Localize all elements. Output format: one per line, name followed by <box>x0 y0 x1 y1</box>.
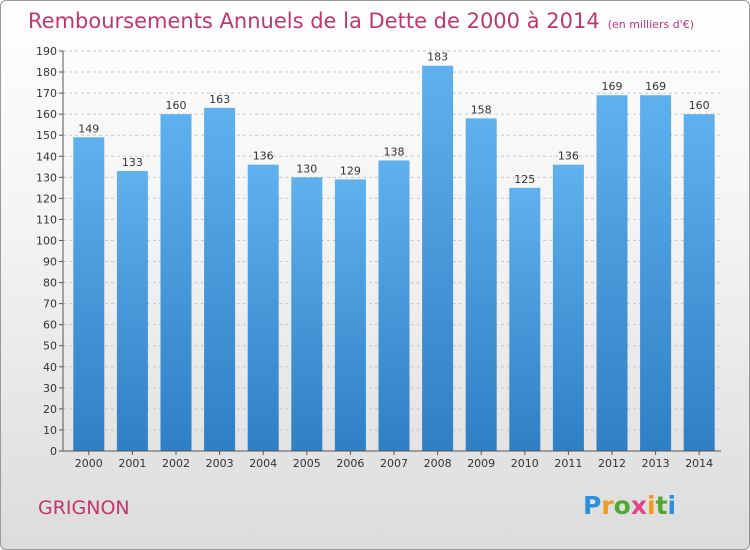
bar-2011 <box>552 164 584 451</box>
value-label-2002: 160 <box>166 99 187 112</box>
y-tick-label: 0 <box>50 445 57 458</box>
y-tick-label: 190 <box>36 45 57 58</box>
y-tick-label: 60 <box>43 319 57 332</box>
value-label-2005: 130 <box>296 162 317 175</box>
x-axis: 2000 2001 2002 2003 2004 2005 2006 2007 2008 2009… <box>63 450 721 470</box>
x-tick-label-2009: 2009 <box>467 457 495 470</box>
y-tick-label: 160 <box>36 108 57 121</box>
y-tick-label: 120 <box>36 192 57 205</box>
x-tick-label-2007: 2007 <box>380 457 408 470</box>
y-tick-label: 170 <box>36 87 57 100</box>
y-tick-label: 80 <box>43 277 57 290</box>
value-label-2009: 158 <box>471 103 492 116</box>
value-label-2000: 149 <box>78 122 99 135</box>
x-tick-label-2006: 2006 <box>336 457 364 470</box>
y-tick-label: 110 <box>36 213 57 226</box>
x-tick-label-2005: 2005 <box>293 457 321 470</box>
x-tick-label-2008: 2008 <box>424 457 452 470</box>
bar-2009 <box>465 118 497 452</box>
y-tick-label: 180 <box>36 66 57 79</box>
y-tick-label: 70 <box>43 298 57 311</box>
y-tick-label: 140 <box>36 150 57 163</box>
bar-2003 <box>204 107 236 451</box>
proxiti-logo: Proxiti <box>583 491 677 520</box>
city-name: GRIGNON <box>38 497 130 519</box>
value-label-2013: 169 <box>645 80 666 93</box>
bar-2001 <box>116 171 148 451</box>
y-tick-label: 130 <box>36 171 57 184</box>
bars: 149 133 160 163 136 130 129 138 183 158 125 136 169 1… <box>73 51 715 452</box>
y-tick-label: 150 <box>36 129 57 142</box>
y-tick-label: 40 <box>43 361 57 374</box>
bar-2006 <box>334 179 366 451</box>
y-tick-label: 50 <box>43 340 57 353</box>
bar-2013 <box>640 95 672 452</box>
y-tick-label: 100 <box>36 234 57 247</box>
x-tick-label-2012: 2012 <box>598 457 626 470</box>
bar-2000 <box>73 137 105 451</box>
bar-2004 <box>247 164 279 451</box>
value-label-2007: 138 <box>384 145 405 158</box>
bar-2012 <box>596 95 628 452</box>
y-tick-label: 30 <box>43 382 57 395</box>
value-label-2008: 183 <box>427 51 448 64</box>
value-label-2011: 136 <box>558 150 579 163</box>
unit-note: (en milliers d'€) <box>607 18 694 31</box>
y-axis: 0 10 20 30 40 50 60 70 80 90 100 110 120 130 140 150 160… <box>36 45 64 458</box>
y-tick-label: 90 <box>43 256 57 269</box>
value-label-2006: 129 <box>340 164 361 177</box>
chart-title: Remboursements Annuels de la Dette de 20… <box>28 9 694 33</box>
value-label-2014: 160 <box>689 99 710 112</box>
x-tick-label-2000: 2000 <box>75 457 103 470</box>
value-label-2004: 136 <box>253 150 274 163</box>
x-tick-label-2013: 2013 <box>642 457 670 470</box>
y-tick-label: 20 <box>43 403 57 416</box>
x-tick-label-2014: 2014 <box>685 457 713 470</box>
y-tick-label: 10 <box>43 424 57 437</box>
x-tick-label-2001: 2001 <box>118 457 146 470</box>
value-label-2003: 163 <box>209 93 230 106</box>
x-tick-label-2004: 2004 <box>249 457 277 470</box>
x-tick-label-2002: 2002 <box>162 457 190 470</box>
bar-2008 <box>422 65 454 451</box>
bar-2007 <box>378 160 410 451</box>
value-label-2012: 169 <box>602 80 623 93</box>
x-tick-label-2003: 2003 <box>206 457 234 470</box>
bar-2002 <box>160 114 192 451</box>
x-tick-label-2011: 2011 <box>554 457 582 470</box>
bar-2010 <box>509 187 541 451</box>
x-tick-label-2010: 2010 <box>511 457 539 470</box>
chart-title-text: Remboursements Annuels de la Dette de 20… <box>28 9 600 33</box>
bar-2014 <box>683 114 715 451</box>
bar-2005 <box>291 177 323 451</box>
value-label-2001: 133 <box>122 156 143 169</box>
value-label-2010: 125 <box>514 173 535 186</box>
